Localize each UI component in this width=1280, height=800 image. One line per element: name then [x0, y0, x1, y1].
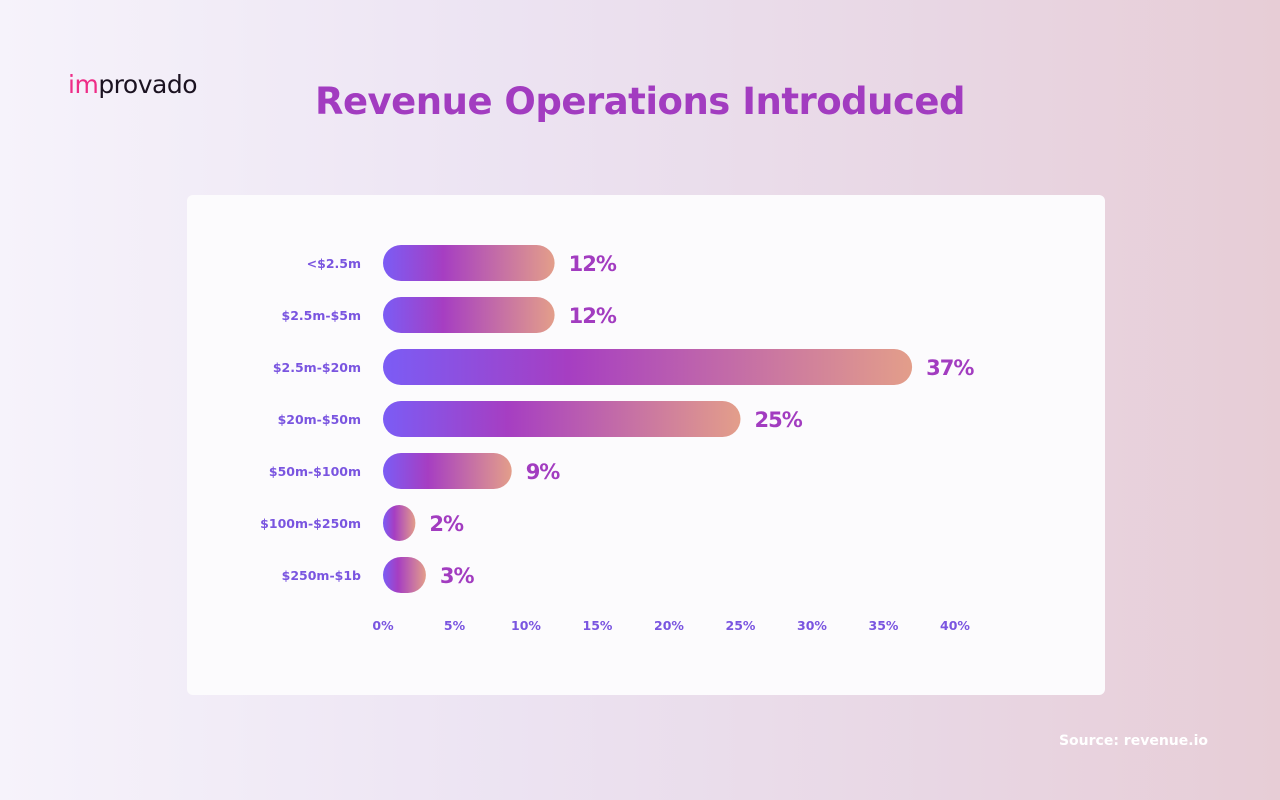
value-label: 9%: [526, 460, 561, 484]
category-label: $20m-$50m: [278, 412, 361, 427]
x-tick-label: 15%: [583, 618, 613, 633]
category-label: $2.5m-$5m: [282, 308, 361, 323]
value-label: 25%: [755, 408, 803, 432]
category-label: $50m-$100m: [269, 464, 361, 479]
value-label: 12%: [569, 252, 617, 276]
x-tick-label: 5%: [444, 618, 466, 633]
category-label: <$2.5m: [307, 256, 361, 271]
category-label: $2.5m-$20m: [273, 360, 361, 375]
value-label: 12%: [569, 304, 617, 328]
value-label: 2%: [429, 512, 464, 536]
x-tick-label: 10%: [511, 618, 541, 633]
x-tick-label: 35%: [869, 618, 899, 633]
chart-card: <$2.5m 12% $2.5m-$5m 12% $2.5m-$20m 37% $20m-$…: [187, 195, 1105, 695]
value-label: 3%: [440, 564, 475, 588]
source-note: Source: revenue.io: [1058, 733, 1208, 749]
logo-accent: im: [68, 70, 99, 99]
value-label: 37%: [926, 356, 974, 380]
bar-chart: <$2.5m 12% $2.5m-$5m 12% $2.5m-$20m 37% $20m-$…: [260, 245, 975, 633]
bar: [383, 401, 741, 437]
x-tick-label: 0%: [372, 618, 394, 633]
x-tick-label: 25%: [726, 618, 756, 633]
category-label: $250m-$1b: [282, 568, 361, 583]
x-tick-label: 20%: [654, 618, 684, 633]
logo-text: provado: [98, 70, 197, 99]
category-label: $100m-$250m: [260, 516, 361, 531]
x-tick-label: 30%: [797, 618, 827, 633]
bar: [383, 349, 913, 385]
improvado-logo: improvado: [68, 70, 197, 99]
bar: [383, 297, 555, 333]
bar: [383, 245, 555, 281]
bar: [383, 505, 416, 541]
bar: [383, 453, 512, 489]
page-title: Revenue Operations Introduced: [314, 80, 966, 123]
x-tick-label: 40%: [940, 618, 970, 633]
bar: [383, 557, 426, 593]
